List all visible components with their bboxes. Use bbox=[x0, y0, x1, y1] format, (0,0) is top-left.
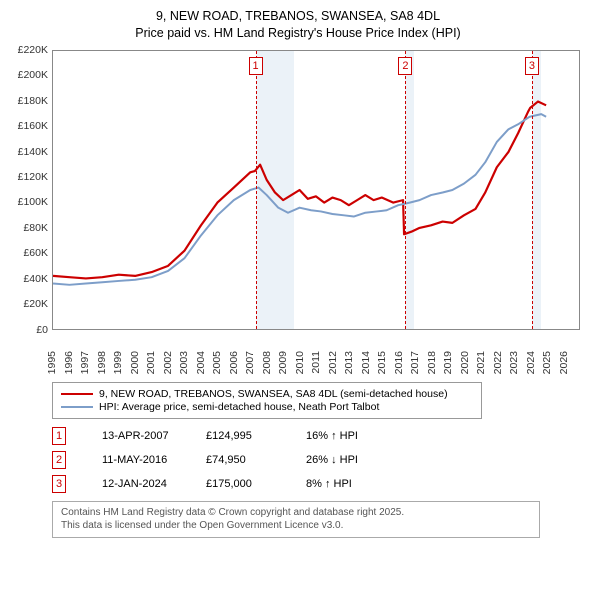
chart-area: 1 2 3 £0 £20K £40K £60K £80K £100K £120K £140K £16… bbox=[8, 46, 588, 376]
legend-label: HPI: Average price, semi-detached house,… bbox=[99, 401, 379, 413]
x-tick-label: 1995 bbox=[46, 351, 58, 385]
sale-dashed-line bbox=[256, 51, 257, 329]
y-tick-label: £200K bbox=[8, 69, 48, 81]
x-tick-label: 2004 bbox=[195, 351, 207, 385]
attribution-line2: This data is licensed under the Open Gov… bbox=[61, 519, 531, 533]
y-tick-label: £100K bbox=[8, 196, 48, 208]
x-tick-label: 2002 bbox=[162, 351, 174, 385]
y-tick-label: £180K bbox=[8, 95, 48, 107]
sale-price: £124,995 bbox=[206, 430, 296, 442]
x-tick-label: 2013 bbox=[343, 351, 355, 385]
x-tick-label: 2011 bbox=[310, 351, 322, 385]
legend-item: 9, NEW ROAD, TREBANOS, SWANSEA, SA8 4DL … bbox=[61, 388, 473, 400]
plot-area: 1 2 3 bbox=[52, 50, 580, 330]
x-tick-label: 2024 bbox=[525, 351, 537, 385]
x-tick-label: 2014 bbox=[360, 351, 372, 385]
attribution: Contains HM Land Registry data © Crown c… bbox=[52, 501, 540, 538]
sale-marker-2: 2 bbox=[398, 57, 412, 75]
chart-title: 9, NEW ROAD, TREBANOS, SWANSEA, SA8 4DL … bbox=[8, 8, 588, 42]
y-tick-label: £20K bbox=[8, 298, 48, 310]
legend-swatch bbox=[61, 406, 93, 408]
legend-label: 9, NEW ROAD, TREBANOS, SWANSEA, SA8 4DL … bbox=[99, 388, 448, 400]
x-tick-label: 2001 bbox=[145, 351, 157, 385]
sale-marker-3: 3 bbox=[525, 57, 539, 75]
y-tick-label: £160K bbox=[8, 120, 48, 132]
y-tick-label: £40K bbox=[8, 273, 48, 285]
y-tick-label: £140K bbox=[8, 146, 48, 158]
y-tick-label: £220K bbox=[8, 44, 48, 56]
x-tick-label: 2003 bbox=[178, 351, 190, 385]
sales-row: 3 12-JAN-2024 £175,000 8% ↑ HPI bbox=[52, 475, 588, 493]
title-line2: Price paid vs. HM Land Registry's House … bbox=[8, 25, 588, 42]
sale-date: 12-JAN-2024 bbox=[76, 478, 196, 490]
attribution-line1: Contains HM Land Registry data © Crown c… bbox=[61, 506, 531, 520]
x-tick-label: 2007 bbox=[244, 351, 256, 385]
sale-date: 13-APR-2007 bbox=[76, 430, 196, 442]
x-tick-label: 2018 bbox=[426, 351, 438, 385]
x-tick-label: 2012 bbox=[327, 351, 339, 385]
x-tick-label: 2006 bbox=[228, 351, 240, 385]
x-tick-label: 2020 bbox=[459, 351, 471, 385]
legend: 9, NEW ROAD, TREBANOS, SWANSEA, SA8 4DL … bbox=[52, 382, 482, 419]
sales-table: 1 13-APR-2007 £124,995 16% ↑ HPI 2 11-MAY-201… bbox=[52, 427, 588, 493]
sales-row: 2 11-MAY-2016 £74,950 26% ↓ HPI bbox=[52, 451, 588, 469]
sale-hpi: 8% ↑ HPI bbox=[306, 478, 396, 490]
x-tick-label: 2009 bbox=[277, 351, 289, 385]
x-tick-label: 2010 bbox=[294, 351, 306, 385]
legend-swatch bbox=[61, 393, 93, 395]
x-tick-label: 1998 bbox=[96, 351, 108, 385]
sale-price: £175,000 bbox=[206, 478, 296, 490]
x-tick-label: 2022 bbox=[492, 351, 504, 385]
legend-item: HPI: Average price, semi-detached house,… bbox=[61, 401, 473, 413]
x-tick-label: 2000 bbox=[129, 351, 141, 385]
x-tick-label: 1999 bbox=[112, 351, 124, 385]
x-tick-label: 2005 bbox=[211, 351, 223, 385]
chart-container: 9, NEW ROAD, TREBANOS, SWANSEA, SA8 4DL … bbox=[0, 0, 600, 590]
x-tick-label: 1997 bbox=[79, 351, 91, 385]
x-tick-label: 2025 bbox=[541, 351, 553, 385]
sale-number-box: 3 bbox=[52, 475, 66, 493]
sale-number-box: 1 bbox=[52, 427, 66, 445]
x-tick-label: 2021 bbox=[475, 351, 487, 385]
sale-date: 11-MAY-2016 bbox=[76, 454, 196, 466]
sale-price: £74,950 bbox=[206, 454, 296, 466]
line-series-svg bbox=[53, 51, 579, 329]
title-line1: 9, NEW ROAD, TREBANOS, SWANSEA, SA8 4DL bbox=[8, 8, 588, 25]
x-tick-label: 2008 bbox=[261, 351, 273, 385]
y-tick-label: £0 bbox=[8, 324, 48, 336]
sale-hpi: 26% ↓ HPI bbox=[306, 454, 396, 466]
y-tick-label: £80K bbox=[8, 222, 48, 234]
x-tick-label: 2026 bbox=[558, 351, 570, 385]
series-price_paid bbox=[53, 101, 546, 278]
sales-row: 1 13-APR-2007 £124,995 16% ↑ HPI bbox=[52, 427, 588, 445]
x-tick-label: 1996 bbox=[63, 351, 75, 385]
sale-marker-1: 1 bbox=[249, 57, 263, 75]
y-tick-label: £60K bbox=[8, 247, 48, 259]
x-tick-label: 2016 bbox=[393, 351, 405, 385]
x-tick-label: 2015 bbox=[376, 351, 388, 385]
series-hpi bbox=[53, 114, 546, 285]
sale-hpi: 16% ↑ HPI bbox=[306, 430, 396, 442]
x-tick-label: 2019 bbox=[442, 351, 454, 385]
sale-number-box: 2 bbox=[52, 451, 66, 469]
y-tick-label: £120K bbox=[8, 171, 48, 183]
sale-dashed-line bbox=[532, 51, 533, 329]
sale-dashed-line bbox=[405, 51, 406, 329]
x-tick-label: 2017 bbox=[409, 351, 421, 385]
x-tick-label: 2023 bbox=[508, 351, 520, 385]
